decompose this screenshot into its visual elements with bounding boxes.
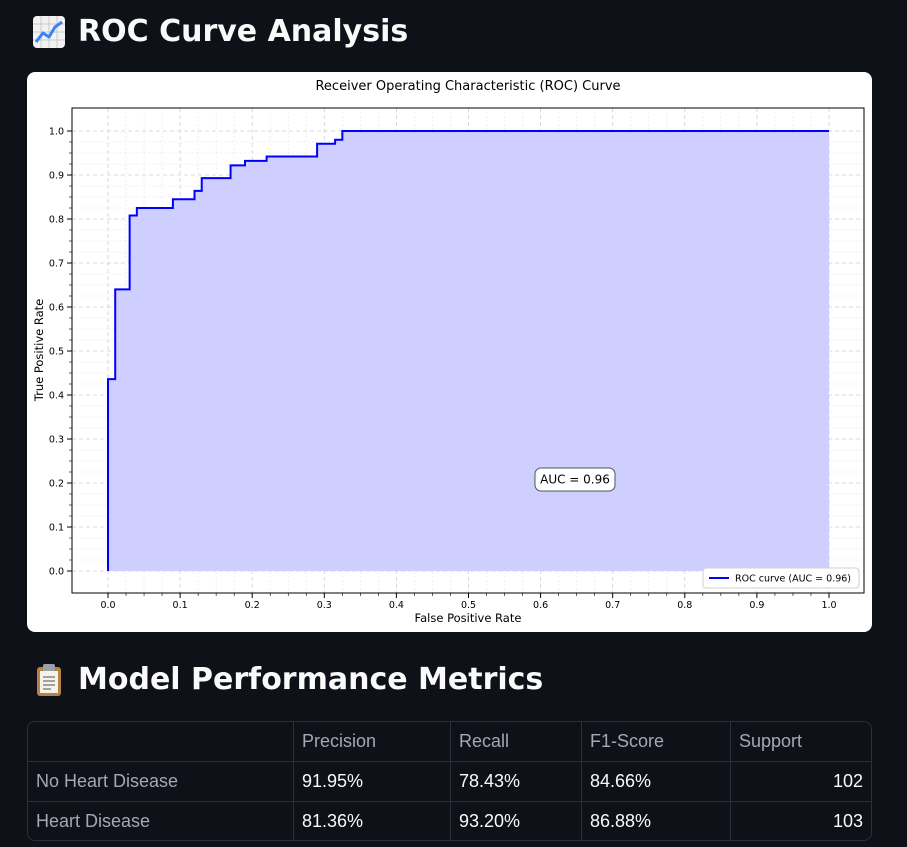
y-tick-label: 0.6: [49, 303, 64, 314]
x-tick-label: 0.4: [389, 600, 404, 611]
recall-cell: 93.20%: [450, 801, 582, 840]
table-row: Heart Disease 81.36% 93.20% 86.88% 103: [28, 801, 871, 840]
column-header-f1-score[interactable]: F1-Score: [581, 722, 731, 762]
y-tick-label: 0.9: [49, 171, 64, 182]
chart-increasing-icon: [32, 15, 66, 49]
roc-section-title-text: ROC Curve Analysis: [78, 14, 409, 49]
y-tick-label: 0.1: [49, 523, 64, 534]
metrics-table: Precision Recall F1-Score Support No Hea…: [27, 721, 872, 841]
support-cell: 102: [730, 761, 871, 802]
auc-annotation: AUC = 0.96: [534, 467, 616, 492]
x-tick-label: 0.5: [461, 600, 476, 611]
chart-title: Receiver Operating Characteristic (ROC) …: [315, 79, 620, 94]
f1-score-cell: 86.88%: [581, 801, 731, 840]
roc-area-fill: [108, 131, 829, 571]
roc-curve-line: [107, 130, 829, 571]
table-header-row: Precision Recall F1-Score Support: [28, 722, 871, 762]
legend-label: ROC curve (AUC = 0.96): [735, 574, 851, 585]
y-tick-label: 0.8: [49, 215, 64, 226]
f1-score-cell: 84.66%: [581, 761, 731, 802]
row-label-cell: Heart Disease: [28, 801, 294, 840]
x-tick-label: 0.0: [100, 600, 115, 611]
x-axis-label: False Positive Rate: [415, 611, 522, 625]
roc-chart: Receiver Operating Characteristic (ROC) …: [32, 79, 865, 625]
precision-cell: 91.95%: [293, 761, 451, 802]
column-header-index[interactable]: [28, 722, 294, 762]
recall-cell: 78.43%: [450, 761, 582, 802]
y-tick-label: 1.0: [49, 127, 64, 138]
support-cell: 103: [832, 811, 863, 831]
y-tick-label: 0.0: [49, 567, 64, 578]
column-header-precision[interactable]: Precision: [293, 722, 451, 762]
y-tick-label: 0.2: [49, 479, 64, 490]
column-header-support[interactable]: Support: [730, 722, 871, 762]
x-tick-label: 0.8: [677, 600, 692, 611]
precision-cell: 81.36%: [293, 801, 451, 840]
metrics-section-title-text: Model Performance Metrics: [78, 662, 544, 697]
x-tick-label: 0.9: [749, 600, 764, 611]
y-tick-label: 0.3: [49, 435, 64, 446]
auc-annotation-text: AUC = 0.96: [540, 473, 610, 487]
column-header-recall[interactable]: Recall: [450, 722, 582, 762]
x-tick-label: 1.0: [821, 600, 836, 611]
y-tick-label: 0.7: [49, 259, 64, 270]
roc-section-title: ROC Curve Analysis: [32, 14, 408, 49]
x-tick-label: 0.2: [245, 600, 260, 611]
x-tick-label: 0.7: [605, 600, 620, 611]
table-row: No Heart Disease 91.95% 78.43% 84.66% 10…: [28, 761, 871, 802]
roc-chart-card: Receiver Operating Characteristic (ROC) …: [27, 72, 872, 632]
metrics-section-title: Model Performance Metrics: [32, 662, 543, 697]
row-label-cell: No Heart Disease: [28, 761, 294, 802]
y-axis-label: True Positive Rate: [32, 299, 46, 402]
y-tick-label: 0.5: [49, 347, 64, 358]
clipboard-icon: [32, 663, 66, 697]
x-tick-label: 0.1: [173, 600, 188, 611]
x-tick-label: 0.6: [533, 600, 548, 611]
x-tick-label: 0.3: [317, 600, 332, 611]
chart-legend: ROC curve (AUC = 0.96): [702, 567, 860, 589]
y-tick-label: 0.4: [49, 391, 64, 402]
